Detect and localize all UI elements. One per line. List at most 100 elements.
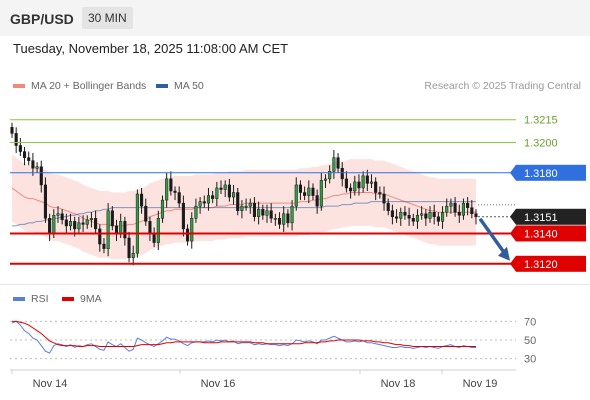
candle-body bbox=[441, 211, 445, 222]
candle-body bbox=[332, 157, 336, 172]
candle-body bbox=[303, 192, 307, 196]
legend-rsi: RSI bbox=[13, 293, 49, 305]
rsi-line bbox=[11, 320, 476, 354]
rsi-9ma-line bbox=[12, 320, 476, 348]
candle-body bbox=[227, 184, 231, 198]
candle-body bbox=[420, 213, 424, 216]
candle-body bbox=[357, 181, 361, 189]
rsi-swatch bbox=[13, 297, 25, 302]
candle-body bbox=[374, 181, 378, 193]
candle-body bbox=[135, 193, 139, 254]
legend-ma50: MA 50 bbox=[156, 80, 204, 92]
level-label-box bbox=[516, 255, 586, 272]
candle-body bbox=[98, 228, 102, 245]
panel-separator bbox=[0, 284, 590, 285]
level-label: 1.3180 bbox=[524, 168, 558, 180]
candle-body bbox=[173, 190, 177, 193]
candle-body bbox=[399, 211, 403, 219]
forecast-arrow-shaft bbox=[478, 217, 507, 255]
x-tick-label: Nov 19 bbox=[463, 378, 498, 390]
candle-body bbox=[395, 216, 399, 219]
candle-body bbox=[194, 205, 198, 219]
level-label: 1.3215 bbox=[524, 115, 558, 127]
candle-body bbox=[436, 216, 440, 222]
candle-body bbox=[165, 178, 169, 201]
candle-body bbox=[319, 180, 323, 207]
legend-ma20: MA 20 + Bollinger Bands bbox=[13, 80, 146, 92]
candle-body bbox=[39, 166, 43, 186]
candle-body bbox=[110, 210, 114, 227]
candle-body bbox=[244, 205, 248, 208]
candle-body bbox=[181, 202, 185, 230]
candle-body bbox=[307, 187, 311, 196]
candle-body bbox=[457, 211, 461, 216]
candle-body bbox=[186, 228, 190, 242]
candle-body bbox=[428, 211, 432, 219]
candle-body bbox=[315, 195, 319, 207]
x-tick-label: Nov 18 bbox=[381, 378, 416, 390]
candle-body bbox=[286, 213, 290, 224]
candle-body bbox=[223, 184, 227, 190]
candle-body bbox=[106, 210, 110, 249]
candle-body bbox=[148, 221, 152, 234]
level-label: 1.3200 bbox=[524, 137, 558, 149]
candle-body bbox=[311, 187, 315, 196]
candle-body bbox=[68, 221, 73, 227]
research-credit: Research © 2025 Trading Central bbox=[424, 80, 581, 92]
candle-body bbox=[177, 192, 181, 204]
candle-body bbox=[282, 213, 286, 225]
candle-body bbox=[119, 221, 123, 234]
legend-rsi-label: RSI bbox=[31, 293, 49, 305]
candle-body bbox=[160, 199, 165, 219]
candle-body bbox=[206, 195, 211, 204]
ma20-swatch bbox=[13, 84, 25, 89]
candle-body bbox=[152, 233, 156, 243]
candle-body bbox=[445, 205, 449, 213]
candle-body bbox=[73, 221, 77, 230]
legend-ma50-label: MA 50 bbox=[174, 80, 204, 92]
candle-body bbox=[411, 218, 415, 222]
ma9-swatch bbox=[62, 297, 74, 302]
candle-body bbox=[474, 213, 478, 218]
rsi-tick-label: 70 bbox=[524, 316, 536, 328]
candle-body bbox=[248, 202, 252, 207]
candle-body bbox=[56, 213, 60, 216]
candle-body bbox=[127, 237, 131, 258]
candle-body bbox=[261, 208, 265, 216]
candle-body bbox=[369, 181, 374, 184]
candle-body bbox=[35, 166, 39, 169]
candle-body bbox=[43, 184, 47, 219]
candle-body bbox=[169, 178, 173, 192]
ma50-line bbox=[12, 201, 476, 227]
candle-body bbox=[114, 225, 119, 234]
candle-body bbox=[231, 192, 236, 198]
candle-body bbox=[236, 192, 240, 211]
candle-body bbox=[382, 193, 386, 204]
candle-body bbox=[64, 219, 68, 227]
candle-body bbox=[85, 219, 89, 225]
candle-body bbox=[449, 202, 453, 207]
candle-body bbox=[10, 127, 14, 134]
top-bar: GBP/USD 30 MIN bbox=[0, 0, 590, 36]
candle-body bbox=[31, 160, 35, 169]
interval-button[interactable]: 30 MIN bbox=[82, 7, 133, 29]
candle-body bbox=[361, 175, 365, 189]
candle-body bbox=[378, 192, 382, 195]
candle-body bbox=[215, 187, 219, 199]
legend-ma20-label: MA 20 + Bollinger Bands bbox=[31, 80, 147, 92]
candle-body bbox=[240, 205, 244, 211]
candle-body bbox=[344, 178, 348, 189]
candle-body bbox=[403, 211, 407, 216]
candle-body bbox=[365, 175, 369, 184]
candle-body bbox=[298, 184, 302, 193]
candle-body bbox=[60, 213, 64, 221]
candle-body bbox=[252, 202, 257, 218]
candle-body bbox=[340, 168, 344, 180]
rsi-tick-label: 30 bbox=[524, 354, 536, 366]
legend-9ma: 9MA bbox=[62, 293, 102, 305]
current-price-pointer bbox=[510, 208, 516, 225]
candle-body bbox=[52, 215, 56, 234]
candle-body bbox=[415, 215, 420, 222]
candle-body bbox=[466, 202, 470, 208]
